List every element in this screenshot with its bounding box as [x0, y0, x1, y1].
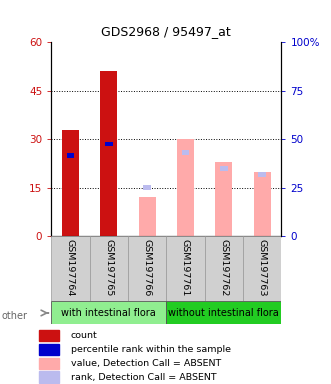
Bar	[166, 301, 281, 324]
Bar	[90, 236, 128, 301]
Bar	[51, 301, 166, 324]
Bar	[258, 172, 266, 177]
Text: GSM197764: GSM197764	[66, 240, 75, 297]
Bar	[100, 71, 118, 236]
Bar	[39, 344, 59, 355]
Bar	[215, 162, 232, 236]
Bar	[254, 172, 271, 236]
Bar	[143, 185, 151, 190]
Bar	[128, 236, 166, 301]
Bar	[166, 236, 205, 301]
Bar	[67, 153, 74, 158]
Text: GSM197766: GSM197766	[143, 240, 152, 297]
Text: with intestinal flora: with intestinal flora	[62, 308, 156, 318]
Text: GSM197762: GSM197762	[219, 240, 228, 297]
Bar	[182, 150, 189, 154]
Title: GDS2968 / 95497_at: GDS2968 / 95497_at	[102, 25, 231, 38]
Bar	[51, 236, 90, 301]
Bar	[139, 197, 156, 236]
Bar	[39, 330, 59, 341]
Bar	[39, 371, 59, 382]
Text: GSM197761: GSM197761	[181, 240, 190, 297]
Text: percentile rank within the sample: percentile rank within the sample	[71, 345, 231, 354]
Bar	[105, 142, 113, 146]
Bar	[220, 166, 228, 171]
Text: GSM197763: GSM197763	[258, 240, 267, 297]
Bar	[177, 139, 194, 236]
Bar	[243, 236, 281, 301]
Bar	[62, 129, 79, 236]
Text: count: count	[71, 331, 98, 340]
Text: without intestinal flora: without intestinal flora	[168, 308, 279, 318]
Text: other: other	[2, 311, 28, 321]
Text: value, Detection Call = ABSENT: value, Detection Call = ABSENT	[71, 359, 221, 367]
Text: rank, Detection Call = ABSENT: rank, Detection Call = ABSENT	[71, 372, 216, 382]
Bar	[39, 358, 59, 369]
Text: GSM197765: GSM197765	[104, 240, 113, 297]
Bar	[205, 236, 243, 301]
